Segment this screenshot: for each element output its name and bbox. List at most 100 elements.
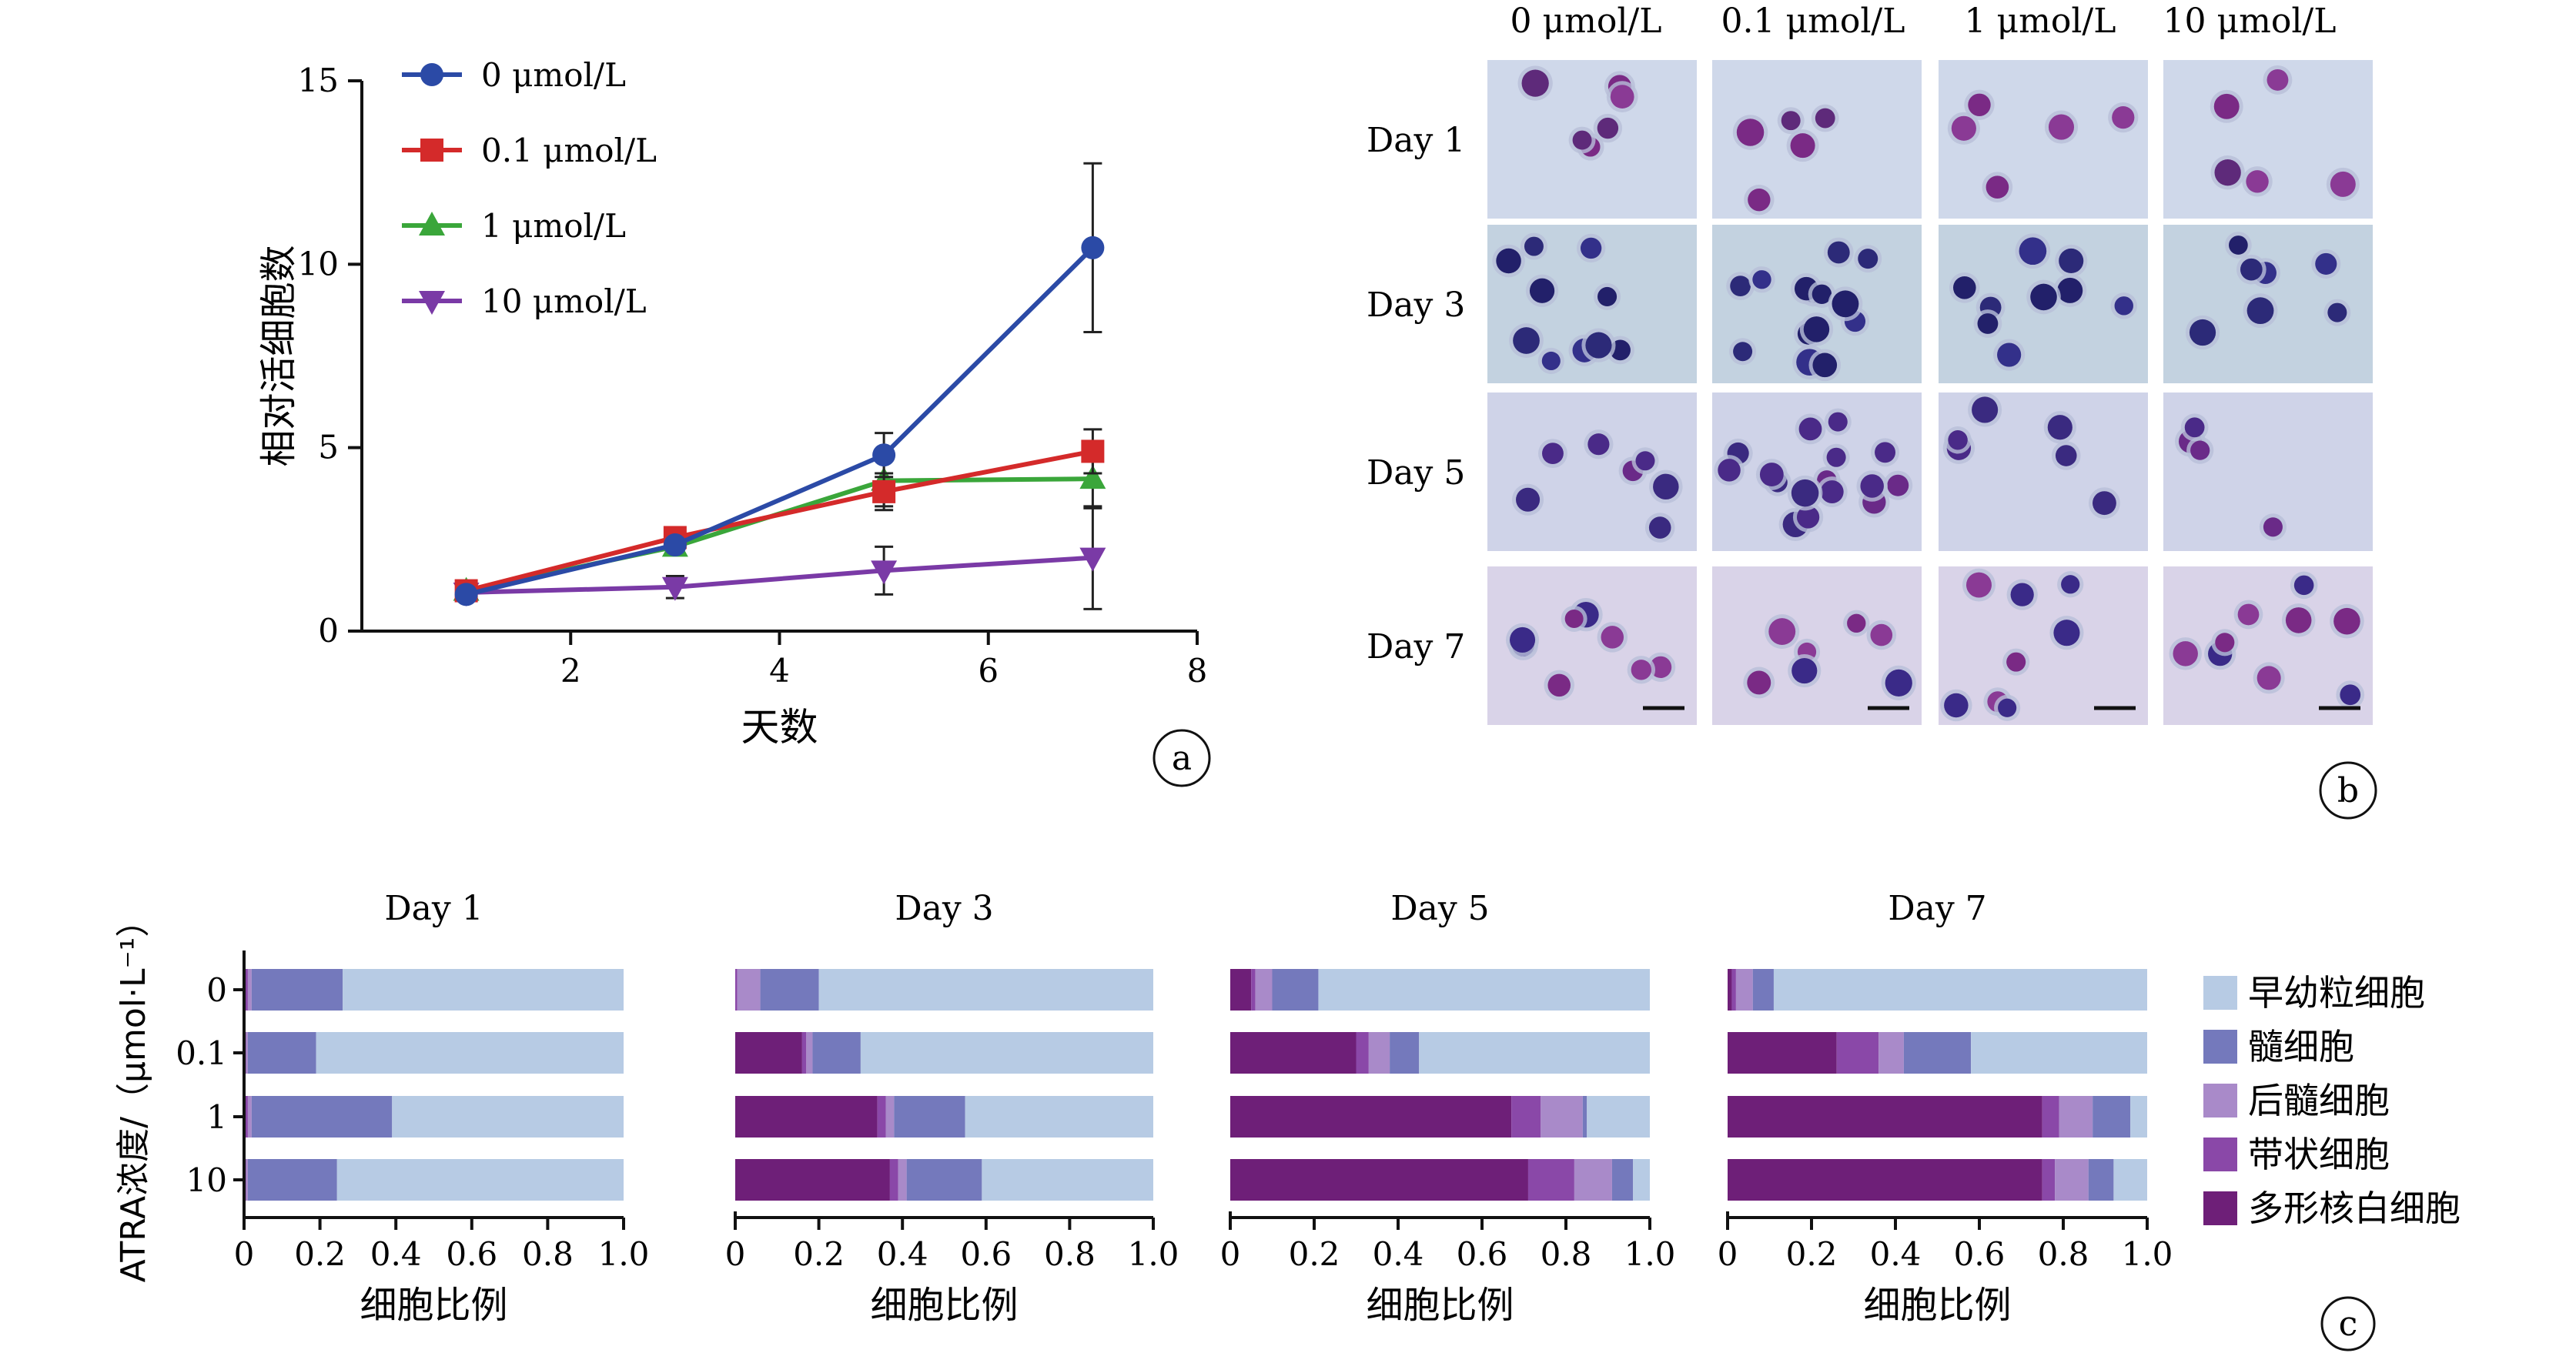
cell-nucleus <box>1791 657 1818 684</box>
bar-segment <box>812 1032 861 1074</box>
x-tick-label: 0 <box>1718 1235 1738 1273</box>
cell-nucleus <box>2112 106 2135 129</box>
bar-segment <box>1633 1159 1650 1201</box>
cell-nucleus <box>2340 684 2361 706</box>
cell-nucleus <box>1597 286 1618 306</box>
cell-nucleus <box>2237 603 2260 626</box>
x-tick-label: 0.8 <box>1541 1235 1592 1273</box>
panel-label-b: b <box>2337 771 2359 810</box>
cell-nucleus <box>1781 111 1801 131</box>
cell-nucleus <box>2215 633 2235 653</box>
x-tick-label: 1.0 <box>2122 1235 2173 1273</box>
series-line <box>465 246 1095 597</box>
cell-nucleus <box>1587 433 1610 456</box>
cell-nucleus <box>1759 463 1784 486</box>
bar-segment <box>1390 1032 1420 1074</box>
cell-nucleus <box>2190 440 2210 460</box>
cell-nucleus <box>2263 517 2283 537</box>
bar-segment <box>251 969 343 1011</box>
bar-segment <box>251 1096 393 1138</box>
cell-nucleus <box>1790 133 1815 159</box>
cell-nucleus <box>1875 442 1896 463</box>
cell-nucleus <box>1768 618 1796 646</box>
legend-swatch <box>2203 1191 2237 1225</box>
cell-nucleus <box>2267 68 2289 91</box>
x-tick-label: 0.8 <box>2038 1235 2089 1273</box>
cell-nucleus <box>1858 249 1878 269</box>
bar-segment <box>392 1096 624 1138</box>
micrograph-row-label: Day 7 <box>1367 627 1465 666</box>
bar-segment <box>735 1032 802 1074</box>
data-point <box>661 576 688 601</box>
cell-nucleus <box>1580 237 1602 259</box>
cell-nucleus <box>1547 673 1571 697</box>
cell-nucleus <box>1718 459 1741 482</box>
cell-nucleus <box>1542 443 1564 465</box>
cell-nucleus <box>1610 85 1634 109</box>
cell-nucleus <box>1516 487 1541 512</box>
data-point <box>1079 547 1106 572</box>
x-tick-label: 0 <box>234 1235 255 1273</box>
x-tick-label: 0.2 <box>1786 1235 1838 1273</box>
cell-nucleus <box>1521 69 1549 97</box>
y-tick-label: 0 <box>318 612 339 650</box>
bar-segment <box>247 1032 316 1074</box>
data-point <box>872 479 896 503</box>
series-line <box>466 555 1093 595</box>
bar-segment <box>2088 1159 2114 1201</box>
cell-nucleus <box>1812 352 1838 378</box>
x-tick-label: 0.4 <box>370 1235 422 1273</box>
cell-nucleus <box>2114 296 2133 316</box>
x-axis-title: 细胞比例 <box>1863 1284 2011 1327</box>
cell-nucleus <box>2093 491 2116 516</box>
cell-nucleus <box>1597 117 1619 139</box>
bar-segment <box>1272 969 1319 1011</box>
micrograph-row-label: Day 1 <box>1367 121 1465 160</box>
cell-nucleus <box>2059 248 2084 274</box>
cell-nucleus <box>1826 447 1846 467</box>
bar-segment <box>336 1159 624 1201</box>
cell-nucleus <box>2053 620 2080 646</box>
bar-segment <box>898 1159 907 1201</box>
panel-label-circle <box>2320 1296 2376 1351</box>
bar-segment <box>737 969 761 1011</box>
bar-segment <box>1527 1159 1574 1201</box>
legend-marker <box>419 212 445 236</box>
bar-segment <box>1356 1032 1369 1074</box>
cell-nucleus <box>1513 327 1540 354</box>
data-point <box>1081 236 1105 259</box>
bar-segment <box>1611 1159 1634 1201</box>
legend-label: 0.1 μmol/L <box>481 132 657 169</box>
y-tick-label: 1 <box>206 1098 227 1136</box>
micrograph-column-label: 0 μmol/L <box>1510 2 1662 41</box>
micrograph-row-label: Day 3 <box>1367 286 1465 325</box>
legend-label: 髓细胞 <box>2248 1026 2354 1067</box>
series-group <box>453 505 1106 610</box>
bar-segment <box>1836 1032 1879 1074</box>
bar-segment <box>735 1159 890 1201</box>
bar-segment <box>801 1032 807 1074</box>
bar-segment <box>1582 1096 1587 1138</box>
bar-segment <box>818 969 1153 1011</box>
cell-nucleus <box>1828 412 1848 432</box>
legend-label: 带状细胞 <box>2248 1134 2390 1175</box>
cell-nucleus <box>2315 252 2337 275</box>
panel-label-a: a <box>1172 739 1192 778</box>
cell-nucleus <box>1827 241 1850 264</box>
cell-nucleus <box>2285 607 2312 633</box>
bar-segment <box>877 1096 886 1138</box>
bar-segment <box>1728 1032 1837 1074</box>
x-tick-label: 1.0 <box>1128 1235 1179 1273</box>
bar-segment <box>1541 1096 1583 1138</box>
x-tick-label: 6 <box>978 652 999 690</box>
legend-label: 早幼粒细胞 <box>2248 972 2425 1014</box>
cell-nucleus <box>1847 613 1866 633</box>
bar-segment <box>1230 1032 1357 1074</box>
cell-nucleus <box>1496 248 1521 274</box>
cell-nucleus <box>2330 171 2356 197</box>
cell-nucleus <box>1572 130 1592 150</box>
x-tick-label: 2 <box>560 652 581 690</box>
legend-label: 多形核白细胞 <box>2248 1188 2461 1229</box>
panel-label-c: c <box>2339 1305 2358 1344</box>
